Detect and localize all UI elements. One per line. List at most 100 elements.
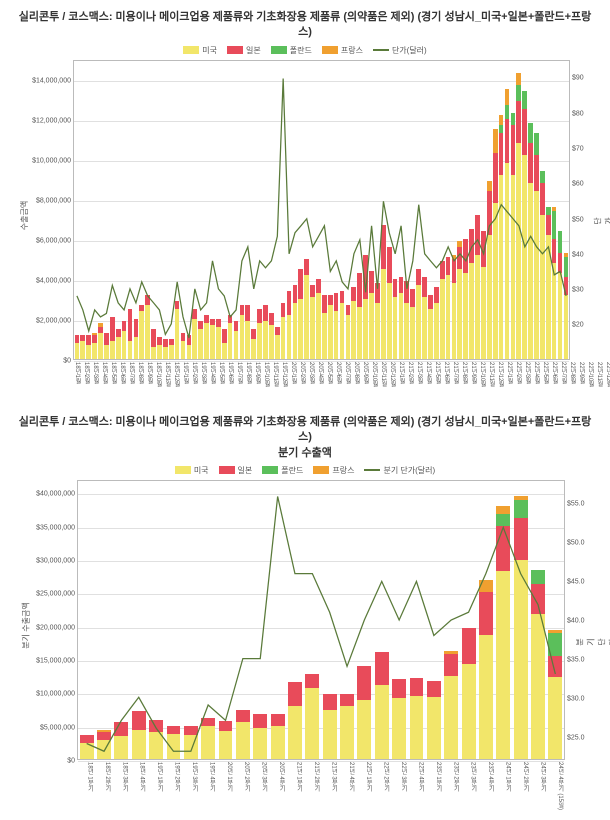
- bar-col: [321, 694, 338, 759]
- y2-tick: $45.0: [564, 579, 585, 586]
- x-tick: 23년 3분기: [460, 760, 477, 815]
- x-tick: 20년4월: [316, 360, 325, 400]
- bar-col: [443, 651, 460, 759]
- x-tick: 21년1월: [397, 360, 406, 400]
- x-tick: 19년7월: [235, 360, 244, 400]
- x-tick: 21년9월: [469, 360, 478, 400]
- x-tick: 20년 2분기: [234, 760, 251, 815]
- x-tick: 18년4월: [100, 360, 109, 400]
- legend-usa: 미국: [183, 45, 217, 56]
- x-tick: 18년9월: [145, 360, 154, 400]
- y1-tick: $10,000,000: [36, 691, 78, 698]
- y1-tick: $8,000,000: [36, 197, 74, 204]
- chart2-title: 실리콘투 / 코스맥스: 미용이나 메이크업용 제품류와 기초화장용 제품류 (…: [15, 415, 595, 461]
- legend-line2: 분기 단가(달러): [364, 465, 435, 476]
- x-tick: 19년 1분기: [147, 760, 164, 815]
- x-tick: 19년8월: [244, 360, 253, 400]
- y1-tick: $40,000,000: [36, 491, 78, 498]
- x-tick: 18년7월: [127, 360, 136, 400]
- y1-tick: $12,000,000: [32, 117, 74, 124]
- x-tick: 20년2월: [298, 360, 307, 400]
- x-tick: 18년12월: [172, 360, 181, 400]
- chart2-ylabel-left: 분기 수출금액: [21, 602, 32, 648]
- y2-tick: $40: [569, 251, 584, 258]
- y2-tick: $30.0: [564, 695, 585, 702]
- chart2-plot-area: $0$5,000,000$10,000,000$15,000,000$20,00…: [77, 480, 565, 760]
- x-tick: 21년 2분기: [303, 760, 320, 815]
- y1-tick: $10,000,000: [32, 157, 74, 164]
- legend-usa2: 미국: [175, 465, 209, 476]
- y1-tick: $30,000,000: [36, 557, 78, 564]
- x-tick: 19년3월: [199, 360, 208, 400]
- x-tick: 18년 4분기: [129, 760, 146, 815]
- y1-tick: $0: [63, 357, 74, 364]
- bar-col: [373, 652, 390, 759]
- bar-col: [408, 678, 425, 759]
- y1-tick: $20,000,000: [36, 624, 78, 631]
- x-tick: 19년 3분기: [182, 760, 199, 815]
- x-tick: 22년5월: [541, 360, 550, 400]
- bar-col: [547, 630, 564, 759]
- x-tick: 21년 3분기: [321, 760, 338, 815]
- chart1-xticks: 18년1월18년2월18년3월18년4월18년5월18년6월18년7월18년8월…: [73, 360, 570, 400]
- x-tick: 22년 1분기: [356, 760, 373, 815]
- x-tick: 24년 1분기: [495, 760, 512, 815]
- y1-tick: $6,000,000: [36, 237, 74, 244]
- x-tick: 22년3월: [523, 360, 532, 400]
- x-tick: 21년8월: [460, 360, 469, 400]
- x-tick: 22년 2분기: [373, 760, 390, 815]
- x-tick: 21년 1분기: [286, 760, 303, 815]
- x-tick: 18년2월: [82, 360, 91, 400]
- x-tick: 23년 2분기: [443, 760, 460, 815]
- x-tick: 21년5월: [433, 360, 442, 400]
- y2-tick: $50: [569, 216, 584, 223]
- x-tick: 18년 3분기: [112, 760, 129, 815]
- x-tick: 19년11월: [271, 360, 280, 400]
- x-tick: 18년3월: [91, 360, 100, 400]
- x-tick: 21년12월: [496, 360, 505, 400]
- bar-col: [252, 714, 269, 759]
- y2-tick: $55.0: [564, 501, 585, 508]
- x-tick: 22년4월: [532, 360, 541, 400]
- x-tick: 22년11월: [595, 360, 604, 400]
- y1-tick: $5,000,000: [40, 724, 78, 731]
- x-tick: 20년 3분기: [251, 760, 268, 815]
- x-tick: 21년11월: [487, 360, 496, 400]
- x-tick: 20년9월: [361, 360, 370, 400]
- x-tick: 19년1월: [181, 360, 190, 400]
- bar-col: [147, 720, 164, 759]
- x-tick: 20년 1분기: [216, 760, 233, 815]
- x-tick: 19년12월: [280, 360, 289, 400]
- chart1-legend: 미국 일본 폴란드 프랑스 단가(달러): [15, 45, 595, 56]
- x-tick: 19년5월: [217, 360, 226, 400]
- bar-col: [130, 711, 147, 759]
- x-tick: 18년6월: [118, 360, 127, 400]
- bar-col: [425, 681, 442, 759]
- y1-tick: $0: [67, 757, 78, 764]
- bar-col: [165, 726, 182, 759]
- x-tick: 22년7월: [559, 360, 568, 400]
- bar-col: [304, 674, 321, 759]
- y2-tick: $25.0: [564, 734, 585, 741]
- x-tick: 19년9월: [253, 360, 262, 400]
- chart1-ylabel-left: 수출금액: [19, 201, 30, 230]
- x-tick: 18년5월: [109, 360, 118, 400]
- y1-tick: $15,000,000: [36, 657, 78, 664]
- legend-poland2: 폴란드: [262, 465, 303, 476]
- bar-col: [182, 726, 199, 759]
- bar-col: [113, 722, 130, 759]
- x-tick: 20년6월: [334, 360, 343, 400]
- legend-france: 프랑스: [322, 45, 363, 56]
- bar-col: [477, 580, 494, 759]
- y2-tick: $30: [569, 287, 584, 294]
- chart2-legend: 미국 일본 폴란드 프랑스 분기 단가(달러): [15, 465, 595, 476]
- bar-col: [78, 735, 95, 759]
- x-tick: 21년7월: [451, 360, 460, 400]
- chart2-xticks: 18년 1분기18년 2분기18년 3분기18년 4분기19년 1분기19년 2…: [77, 760, 565, 815]
- x-tick: 20년12월: [388, 360, 397, 400]
- x-tick: 21년10월: [478, 360, 487, 400]
- x-tick: 22년6월: [550, 360, 559, 400]
- chart1-plot-area: $0$2,000,000$4,000,000$6,000,000$8,000,0…: [73, 60, 570, 360]
- x-tick: 21년 4분기: [338, 760, 355, 815]
- chart1-ylabel-right: 단가: [593, 217, 610, 224]
